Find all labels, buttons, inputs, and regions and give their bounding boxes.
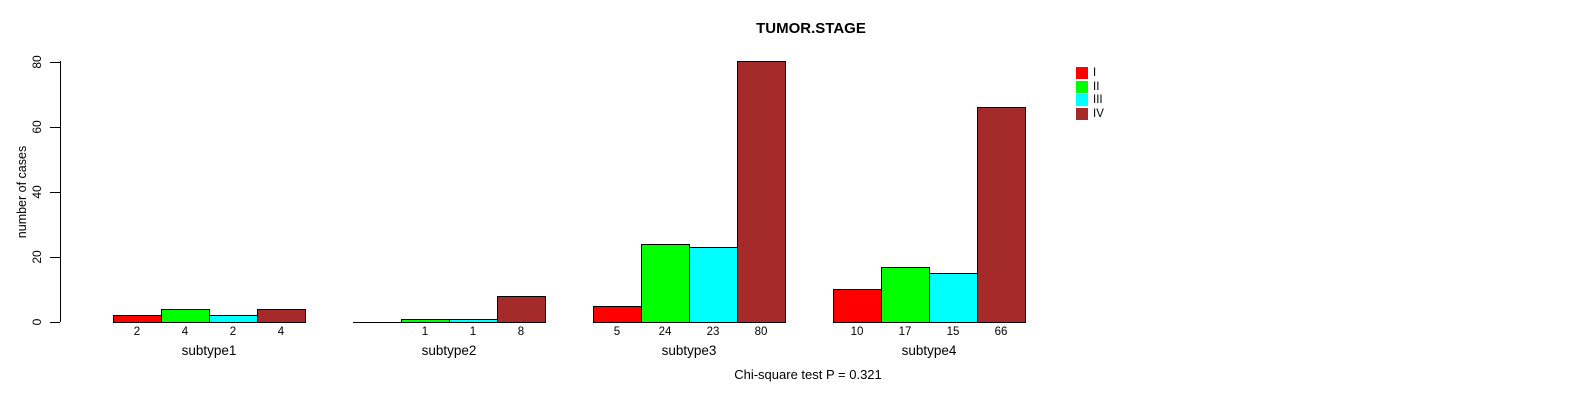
legend-label-III: III [1093, 94, 1103, 106]
bar-value-label: 8 [517, 326, 525, 338]
legend-label-II: II [1093, 80, 1100, 93]
category-label-subtype4: subtype4 [901, 343, 957, 358]
bar-subtype1-II [161, 309, 210, 323]
bar-value-label: 4 [181, 326, 189, 338]
bar-value-label: 2 [229, 326, 237, 338]
bar-subtype4-IV [977, 107, 1026, 323]
y-tick-label: 40 [30, 185, 44, 199]
bar-value-label: 1 [469, 326, 477, 338]
y-axis-title: number of cases [15, 145, 29, 239]
bar-value-label: 10 [850, 326, 864, 338]
category-label-subtype1: subtype1 [181, 343, 237, 358]
category-label-subtype3: subtype3 [661, 343, 717, 358]
y-tick-label: 60 [30, 119, 44, 134]
bar-value-label: 1 [421, 326, 429, 338]
bar-subtype4-I [833, 289, 882, 323]
chi-square-caption: Chi-square test P = 0.321 [734, 367, 882, 382]
y-tick [50, 61, 60, 63]
y-tick-label: 80 [30, 54, 44, 69]
chart-title: TUMOR.STAGE [756, 20, 866, 37]
bar-subtype1-III [209, 315, 258, 323]
bar-value-label: 4 [277, 326, 285, 338]
y-tick [50, 191, 60, 193]
bar-value-label: 2 [133, 326, 141, 338]
bar-subtype2-I [353, 322, 402, 323]
bar-subtype4-II [881, 267, 930, 323]
bar-subtype3-I [593, 306, 642, 323]
legend-swatch-III [1076, 94, 1088, 106]
bar-subtype2-II [401, 319, 450, 323]
bar-value-label: 15 [946, 326, 960, 338]
y-tick-label: 0 [30, 318, 44, 326]
bar-value-label: 80 [754, 326, 768, 338]
bar-subtype1-IV [257, 309, 306, 323]
bar-value-label: 17 [898, 326, 912, 338]
bar-subtype3-III [689, 247, 738, 323]
legend-label-I: I [1093, 67, 1097, 79]
bar-value-label: 23 [706, 326, 720, 338]
bar-subtype3-IV [737, 61, 786, 323]
legend-swatch-IV [1076, 107, 1088, 120]
y-tick [50, 256, 60, 258]
bar-subtype2-IV [497, 296, 546, 323]
y-axis-line [60, 61, 61, 322]
y-tick [50, 322, 60, 323]
bar-subtype3-II [641, 244, 690, 323]
bar-subtype1-I [113, 315, 162, 323]
bar-subtype4-III [929, 273, 978, 323]
y-tick [50, 126, 60, 128]
bar-value-label: 5 [613, 326, 621, 338]
bar-value-label: 66 [994, 326, 1008, 338]
legend-label-IV: IV [1093, 107, 1104, 120]
category-label-subtype2: subtype2 [421, 343, 477, 358]
y-tick-label: 20 [30, 250, 44, 264]
legend-swatch-I [1076, 67, 1088, 79]
bar-value-label: 24 [658, 326, 672, 338]
bar-subtype2-III [449, 319, 498, 323]
legend-swatch-II [1076, 80, 1088, 93]
